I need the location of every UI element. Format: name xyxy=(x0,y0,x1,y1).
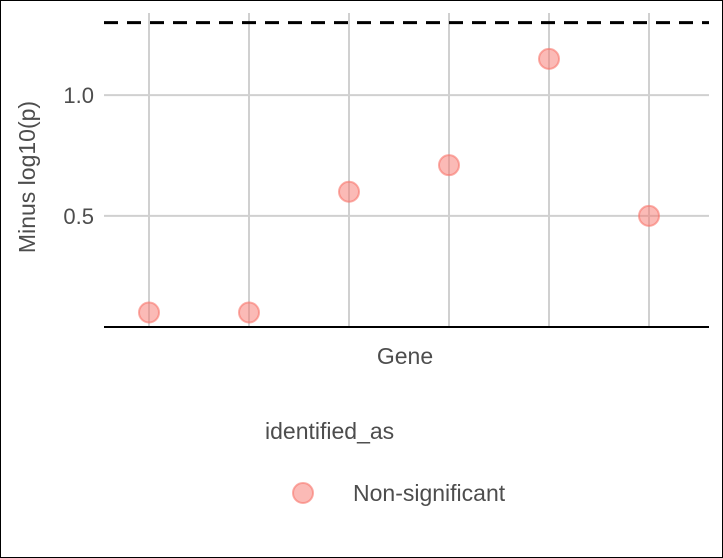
y-tick-label-1: 0.5 xyxy=(63,204,94,229)
grid-lines xyxy=(104,13,709,327)
axes xyxy=(104,21,709,328)
legend-key-non-significant xyxy=(292,482,314,504)
y-tick-label-2: 1.0 xyxy=(63,83,94,108)
x-axis-title: Gene xyxy=(377,343,433,369)
data-point-1-5 xyxy=(538,47,560,70)
legend-label-non-significant: Non-significant xyxy=(353,480,506,506)
legend: identified_as Non-significant xyxy=(265,418,506,506)
data-point-1-1 xyxy=(138,301,160,324)
data-points xyxy=(138,47,660,324)
data-point-1-3 xyxy=(338,180,360,203)
legend-title: identified_as xyxy=(265,418,394,444)
data-point-1-6 xyxy=(638,204,660,227)
data-point-1-2 xyxy=(238,301,260,324)
data-point-1-4 xyxy=(438,154,460,177)
y-axis-title: Minus log10(p) xyxy=(14,101,40,253)
y-tick-labels: 0.5 1.0 xyxy=(63,83,94,229)
